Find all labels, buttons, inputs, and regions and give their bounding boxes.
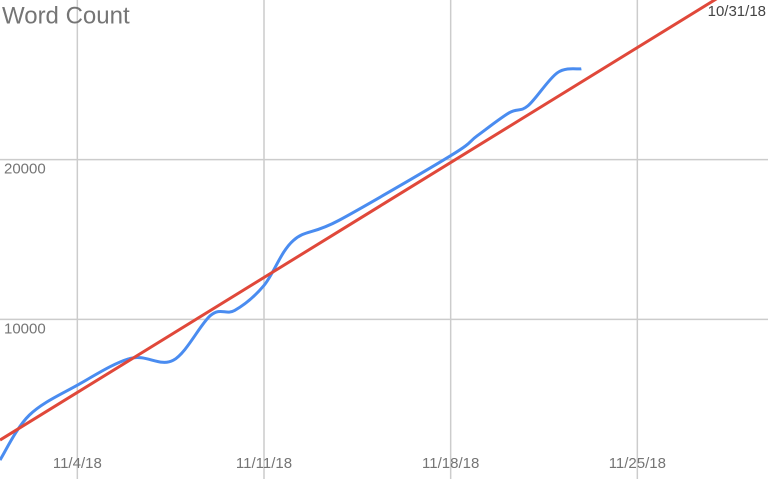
- x-tick-label: 11/11/18: [236, 455, 292, 472]
- x-tick-label: 11/18/18: [422, 455, 479, 472]
- series-line: [0, 67, 582, 461]
- series-line: [0, 0, 718, 442]
- y-tick-label: 20000: [4, 161, 46, 178]
- y-tick-label: 10000: [4, 320, 46, 337]
- chart-title: Word Count: [2, 2, 130, 29]
- annotation: 10/31/18: [708, 3, 766, 20]
- x-tick-label: 11/25/18: [609, 455, 666, 472]
- x-tick-label: 11/4/18: [53, 455, 102, 472]
